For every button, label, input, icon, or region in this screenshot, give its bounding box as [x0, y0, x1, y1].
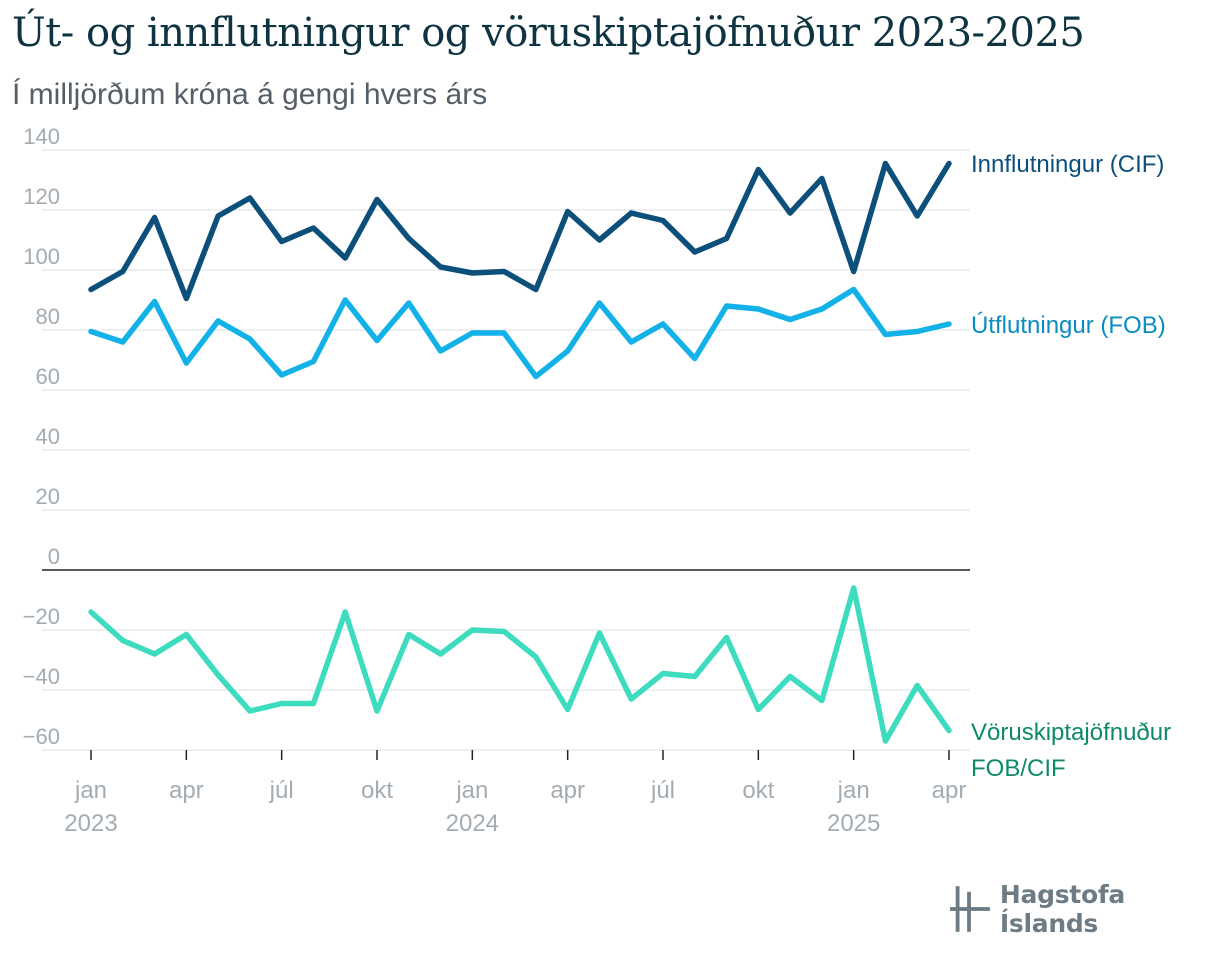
x-tick-label: okt [742, 777, 774, 804]
x-tick-label: jan [74, 777, 107, 804]
x-tick-label: jan [455, 777, 488, 804]
x-tick-label: okt [361, 777, 393, 804]
y-tick-label: 60 [36, 364, 60, 389]
hagstofa-logo: Hagstofa Íslands [950, 880, 1220, 938]
x-tick-label: júl [650, 777, 675, 804]
x-tick-label: apr [169, 777, 204, 804]
series-line-2 [88, 286, 952, 380]
y-tick-label: −40 [23, 664, 60, 689]
x-tick-label: apr [932, 777, 967, 804]
y-tick-label: 0 [48, 544, 60, 569]
series-line-1 [88, 160, 952, 302]
y-tick-label: −20 [23, 604, 60, 629]
y-tick-label: 100 [23, 244, 60, 269]
y-tick-label: 20 [36, 484, 60, 509]
hagstofa-logo-text: Hagstofa Íslands [999, 880, 1125, 938]
series-line-3 [88, 585, 952, 744]
y-tick-label: 120 [23, 184, 60, 209]
y-tick-label: 40 [36, 424, 60, 449]
series-label-2: Útflutningur (FOB) [971, 312, 1166, 339]
hagstofa-logo-icon [950, 886, 990, 932]
y-tick-label: −60 [23, 724, 60, 749]
chart-title: Út- og innflutningur og vöruskiptajöfnuð… [12, 10, 1085, 56]
y-tick-label: 80 [36, 304, 60, 329]
series-label-1: Innflutningur (CIF) [971, 151, 1164, 178]
x-tick-year-label: 2024 [446, 810, 499, 837]
x-tick-label: jan [837, 777, 870, 804]
series-label-3: Vöruskiptajöfnuður [971, 719, 1171, 746]
y-tick-label: 140 [23, 124, 60, 149]
x-tick-label: apr [550, 777, 585, 804]
x-tick-year-label: 2025 [827, 810, 880, 837]
series-label-3: FOB/CIF [971, 755, 1066, 782]
chart-subtitle: Í milljörðum króna á gengi hvers árs [12, 78, 488, 111]
x-tick-year-label: 2023 [64, 810, 117, 837]
x-tick-label: júl [269, 777, 294, 804]
